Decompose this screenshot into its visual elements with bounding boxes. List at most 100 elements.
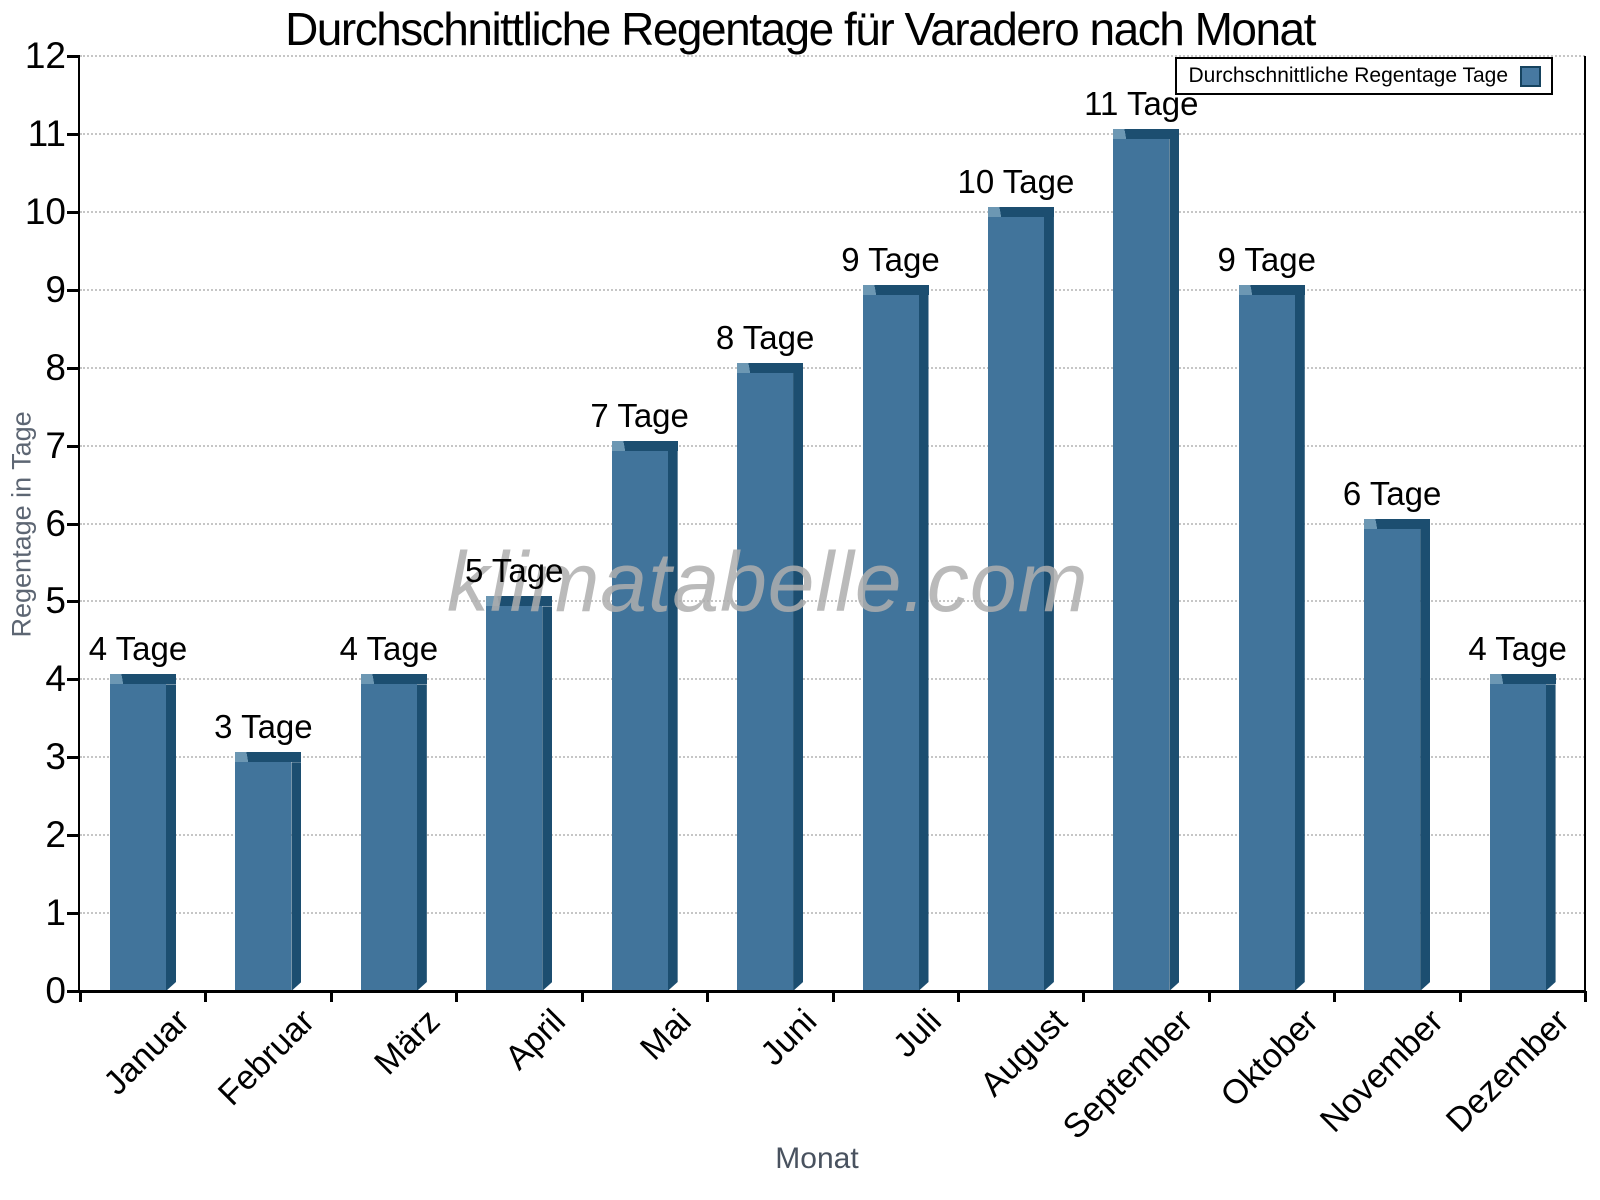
bar-top-face: [360, 674, 427, 685]
bar-value-label: 4 Tage: [88, 630, 188, 668]
y-axis-tick-label: 1: [45, 892, 66, 934]
gridline: [80, 834, 1585, 837]
bar-value-label: 6 Tage: [1342, 474, 1442, 512]
bar-front-face: [235, 762, 292, 991]
gridline: [80, 210, 1585, 213]
bar-dezember: [1489, 674, 1556, 991]
y-axis-tick-label: 11: [27, 112, 66, 154]
bar-front-face: [486, 606, 543, 991]
bar-side-face: [1295, 295, 1305, 991]
x-axis-tick-label: August: [973, 1002, 1075, 1104]
x-axis-tick-label: April: [498, 1002, 574, 1077]
y-axis-tick: [67, 600, 80, 604]
bar-januar: [110, 674, 176, 991]
y-axis-tick: [67, 678, 80, 682]
x-axis-tick-label: März: [367, 1002, 448, 1083]
bar-top-face: [110, 674, 176, 685]
x-axis-tick: [1333, 991, 1337, 1002]
bar-value-label: 5 Tage: [465, 552, 564, 590]
y-axis-tick: [67, 55, 80, 58]
x-axis-tick: [831, 991, 835, 1002]
gridline: [80, 756, 1585, 759]
x-axis-tick-label: September: [1055, 1002, 1201, 1147]
bar-front-face: [1238, 294, 1295, 991]
bar-side-face: [166, 684, 176, 991]
y-axis-tick: [67, 288, 80, 292]
bar-front-face: [987, 216, 1044, 991]
legend: Durchschnittliche Regentage Tage: [1174, 57, 1553, 95]
bar-august: [987, 206, 1054, 991]
y-axis-tick-label: 6: [45, 502, 66, 544]
x-axis-tick: [204, 991, 208, 1002]
x-axis-tick-label: Juni: [752, 1002, 824, 1073]
gridline: [80, 55, 1585, 57]
y-axis-tick-label: 8: [45, 346, 66, 388]
bar-juni: [737, 362, 804, 991]
bar-side-face: [919, 295, 929, 991]
y-axis-tick: [67, 522, 80, 526]
x-axis-tick: [329, 991, 333, 1002]
y-axis-tick-label: 0: [45, 970, 66, 1011]
gridline: [80, 600, 1585, 603]
bar-top-face: [486, 596, 553, 607]
bar-oktober: [1238, 284, 1305, 991]
y-axis-tick-label: 12: [24, 35, 66, 76]
bar-front-face: [1489, 684, 1546, 991]
y-axis-tick: [67, 444, 80, 448]
legend-swatch-icon: [1520, 65, 1541, 87]
x-axis-tick: [706, 991, 710, 1002]
y-axis-tick: [67, 132, 80, 136]
y-axis-tick-label: 5: [45, 580, 66, 622]
bar-märz: [360, 674, 427, 991]
bar-side-face: [1420, 529, 1430, 992]
x-axis-tick: [956, 991, 960, 1002]
x-axis-tick: [580, 991, 584, 1002]
bar-top-face: [1489, 674, 1556, 685]
x-axis-tick: [1207, 991, 1211, 1002]
bar-value-label: 7 Tage: [590, 396, 689, 434]
bar-side-face: [793, 373, 803, 991]
bar-front-face: [360, 684, 417, 991]
y-axis-tick-label: 9: [45, 268, 66, 310]
bar-top-face: [235, 752, 302, 763]
x-axis-tick: [1584, 991, 1587, 1002]
y-axis-tick-label: 10: [24, 190, 66, 232]
gridline: [80, 132, 1585, 135]
bar-april: [486, 596, 553, 991]
bar-value-label: 3 Tage: [214, 708, 313, 746]
bar-side-face: [291, 762, 301, 991]
bar-value-label: 4 Tage: [1468, 630, 1567, 668]
bar-september: [1113, 128, 1180, 991]
x-axis-tick-label: Januar: [96, 1002, 197, 1103]
bar-mai: [611, 440, 678, 991]
y-axis-tick: [67, 366, 80, 370]
x-axis-tick-label: Mai: [632, 1002, 699, 1068]
bar-februar: [235, 752, 302, 991]
y-axis-tick: [67, 210, 80, 214]
bar-top-face: [1113, 128, 1180, 139]
x-axis-title: Monat: [775, 1142, 859, 1175]
bar-top-face: [1238, 284, 1305, 295]
y-axis-line: [78, 56, 80, 993]
legend-label: Durchschnittliche Regentage Tage: [1188, 64, 1508, 87]
bar-front-face: [1364, 528, 1421, 991]
y-axis-tick: [67, 990, 80, 993]
y-axis-tick-label: 4: [45, 658, 66, 700]
gridline: [80, 444, 1585, 447]
x-axis-line: [78, 990, 1585, 993]
bar-top-face: [987, 206, 1054, 217]
gridline: [80, 678, 1585, 681]
bar-side-face: [1546, 684, 1556, 991]
gridline: [80, 366, 1585, 369]
bar-value-label: 10 Tage: [957, 162, 1075, 200]
bar-top-face: [611, 440, 678, 451]
gridline: [80, 288, 1585, 291]
chart-title: Durchschnittliche Regentage für Varadero…: [285, 3, 1316, 55]
x-axis-tick: [79, 991, 82, 1002]
gridline: [80, 522, 1585, 525]
y-axis-tick-label: 3: [45, 736, 66, 778]
bar-value-label: 8 Tage: [715, 318, 815, 356]
x-axis-tick-label: Dezember: [1438, 1002, 1577, 1140]
y-axis-tick-label: 2: [45, 814, 66, 856]
